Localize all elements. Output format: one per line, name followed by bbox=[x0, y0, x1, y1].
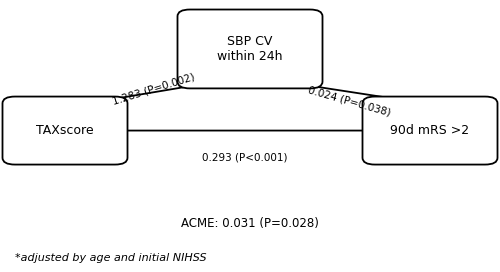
FancyBboxPatch shape bbox=[178, 10, 322, 88]
Text: 0.024 (P=0.038): 0.024 (P=0.038) bbox=[307, 84, 392, 117]
Text: TAXscore: TAXscore bbox=[36, 124, 94, 137]
FancyBboxPatch shape bbox=[362, 97, 498, 165]
Text: 90d mRS >2: 90d mRS >2 bbox=[390, 124, 469, 137]
Text: *adjusted by age and initial NIHSS: *adjusted by age and initial NIHSS bbox=[15, 254, 206, 263]
FancyBboxPatch shape bbox=[2, 97, 128, 165]
Text: 1.283 (P=0.002): 1.283 (P=0.002) bbox=[112, 72, 196, 106]
Text: 0.293 (P<0.001): 0.293 (P<0.001) bbox=[202, 153, 288, 163]
Text: ACME: 0.031 (P=0.028): ACME: 0.031 (P=0.028) bbox=[181, 217, 319, 230]
Text: SBP CV
within 24h: SBP CV within 24h bbox=[217, 35, 283, 63]
